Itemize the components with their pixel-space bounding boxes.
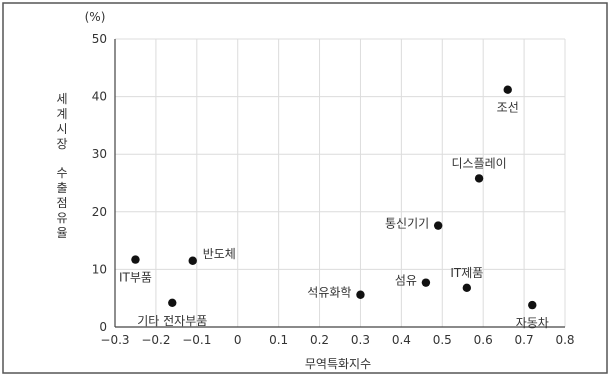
data-point [356,290,365,299]
y-tick-label: 10 [92,262,107,276]
point-label: 섬유 [395,274,417,288]
data-point [462,283,472,293]
x-tick-label: 0 [234,333,242,347]
x-tick-label: 0.8 [555,333,574,347]
x-axis-title: 무역특화지수 [305,357,371,371]
point-label: 반도체 [203,247,236,261]
x-tick-label: 0.6 [474,333,493,347]
x-tick-label: 0.5 [433,333,452,347]
y-tick-label: 50 [92,32,107,46]
x-tick-label: 0.7 [515,333,534,347]
point-label: 조선 [497,101,519,115]
x-tick-label: −0.1 [182,333,211,347]
data-point [503,85,512,94]
y-tick-label: 20 [92,205,107,219]
x-tick-label: −0.3 [100,333,129,347]
data-point [421,278,431,287]
data-point [168,298,177,308]
y-tick-label: 40 [92,90,107,104]
point-label: 기타 전자부품 [137,314,207,328]
data-points [131,85,537,310]
point-label: 통신기기 [385,217,429,231]
axes [114,39,565,328]
data-point [474,174,484,183]
x-tick-label: 0.2 [310,333,329,347]
point-label: 디스플레이 [451,156,506,170]
data-point [433,221,443,230]
y-tick-label: 30 [92,147,107,161]
point-label: 자동차 [516,316,549,330]
data-point [131,255,140,264]
x-tick-label: −0.2 [141,333,170,347]
point-label: 석유화학 [307,286,351,300]
data-point [528,300,537,310]
x-tick-label: 0.1 [269,333,288,347]
data-point [188,256,197,265]
y-unit-label: (%) [85,10,106,24]
x-tick-label: 0.4 [392,333,411,347]
point-label: IT제품 [450,266,483,280]
x-tick-label: 0.3 [351,333,370,347]
y-tick-label: 0 [99,320,107,334]
tick-labels: −0.3 −0.2 −0.1 0 0.1 0.2 0.3 0.4 0.5 0.6 0.7 0.8 0 10… [92,32,575,347]
point-label: IT부품 [119,271,152,285]
